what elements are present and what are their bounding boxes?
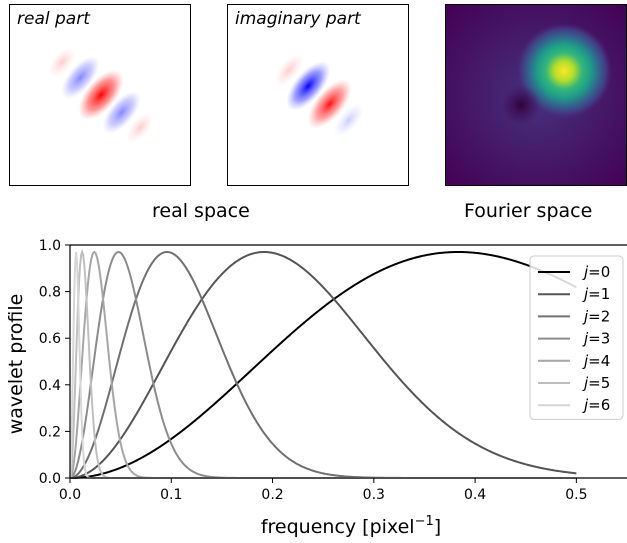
x-axis-label-end: ]: [434, 516, 441, 538]
fourier-space-image: [446, 5, 626, 185]
x-axis-label: frequency [pixel−1]: [261, 514, 441, 538]
y-tick-label: 0.8: [39, 285, 61, 301]
real-space-label: real space: [152, 200, 250, 222]
curves-layer: [69, 248, 577, 479]
y-axis-label: wavelet profile: [5, 294, 27, 435]
x-axis-label-sup: −1: [415, 514, 434, 529]
y-tick-label: 0.6: [39, 331, 61, 347]
legend-label-j1: j=1: [582, 285, 610, 303]
legend-label-j0: j=0: [582, 263, 610, 281]
real-part-image: [48, 47, 154, 143]
legend-label-j2: j=2: [582, 307, 610, 325]
legend: j=0 j=1 j=2 j=3 j=4 j=5 j=6: [529, 255, 624, 420]
fourier-space-label: Fourier space: [464, 200, 593, 222]
legend-label-j5: j=5: [582, 374, 610, 392]
series-line-j0: [70, 250, 577, 479]
x-tick-label: 0.1: [160, 487, 182, 503]
imaginary-part-label: imaginary part: [235, 9, 361, 29]
x-tick-label: 0.0: [59, 487, 81, 503]
fourier-space-panel: [445, 4, 627, 186]
real-part-label: real part: [17, 9, 90, 29]
x-tick-label: 0.2: [261, 487, 283, 503]
y-tick-label: 1.0: [39, 238, 61, 254]
y-tick-label: 0.0: [39, 471, 61, 487]
imaginary-part-panel: imaginary part: [227, 4, 409, 186]
x-axis-label-main: frequency [pixel: [261, 516, 415, 538]
legend-box: [529, 255, 624, 420]
legend-label-j3: j=3: [582, 330, 610, 348]
real-part-panel: real part: [9, 4, 191, 186]
x-tick-label: 0.5: [565, 487, 587, 503]
x-tick-label: 0.4: [464, 487, 486, 503]
x-tick-label: 0.3: [363, 487, 385, 503]
legend-label-j6: j=6: [582, 396, 610, 414]
series-line-j1: [69, 250, 577, 479]
y-tick-label: 0.2: [39, 424, 61, 440]
legend-label-j4: j=4: [582, 352, 610, 370]
imaginary-part-image: [274, 53, 364, 137]
y-tick-label: 0.4: [39, 378, 61, 394]
axes-layer: 0.0 0.1 0.2 0.3 0.4 0.5 0.0 0.2 0.4 0.6 0.8 1.0: [39, 238, 627, 503]
